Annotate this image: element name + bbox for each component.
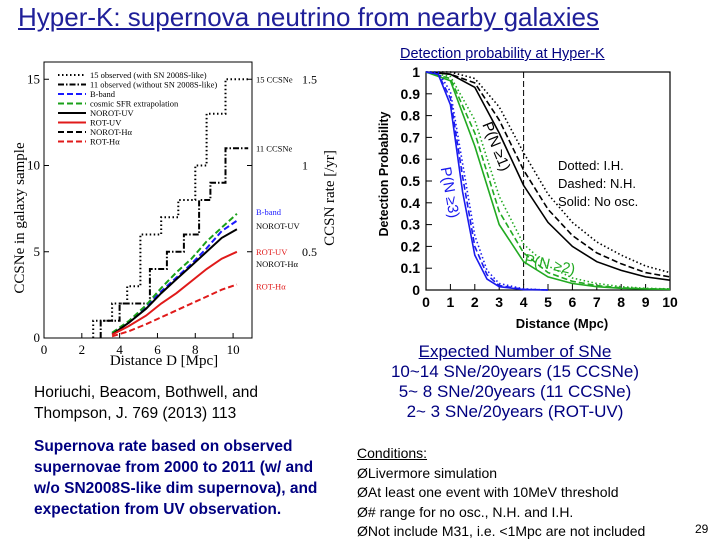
page-number: 29	[695, 522, 709, 536]
left-y2-tick-label: 0.5	[302, 245, 317, 259]
right-y-tick-label: 1	[412, 64, 420, 80]
slide-title: Hyper-K: supernova neutrino from nearby …	[18, 2, 599, 32]
annotation-p2: P(N ≥2)	[523, 251, 577, 278]
left-legend-label: NOROT-Hα	[90, 127, 132, 137]
reference-citation: Horiuchi, Beacom, Bothwell, and Thompson…	[34, 384, 259, 422]
left-y-tick-label: 15	[27, 71, 40, 86]
left-annotation: NOROT-UV	[256, 221, 300, 231]
left-x-tick-label: 0	[41, 342, 48, 357]
ccsne-chart: CCSNe in galaxy sample CCSN rate [/yr] D…	[12, 61, 338, 369]
right-y-tick-label: 0.1	[401, 260, 421, 276]
left-x-tick-label: 2	[79, 342, 86, 357]
bullet-arrow-icon: Ø	[357, 464, 368, 481]
right-y-tick-label: 0.2	[401, 238, 421, 254]
left-legend-label: 11 observed (without SN 2008S-like)	[90, 80, 217, 90]
left-series-line	[92, 78, 249, 338]
left-annotation: NOROT-Hα	[256, 259, 298, 269]
left-y-tick-label: 10	[27, 158, 40, 173]
left-chart-y2label: CCSN rate [/yr]	[322, 150, 338, 246]
right-x-tick-label: 10	[662, 294, 678, 310]
right-y-tick-label: 0.5	[401, 173, 421, 189]
left-legend-label: 15 observed (with SN 2008S-like)	[90, 70, 207, 80]
expected-number-block: Expected Number of SNe 10~14 SNe/20years…	[360, 342, 670, 422]
probability-curve	[425, 71, 549, 291]
annotation-p1: P(N ≥1)	[478, 119, 513, 173]
probability-curve	[426, 71, 549, 291]
right-x-tick-label: 2	[471, 294, 479, 310]
right-y-tick-label: 0.7	[401, 129, 421, 145]
condition-item: ØLivermore simulation	[357, 464, 498, 481]
right-x-tick-label: 4	[520, 294, 528, 310]
left-plot-frame	[43, 61, 253, 339]
right-x-tick-label: 5	[544, 294, 552, 310]
right-y-tick-label: 0	[412, 282, 420, 298]
legend-text-dotted: Dotted: I.H.	[558, 158, 624, 173]
probability-curve	[425, 71, 671, 290]
legend-text-dashed: Dashed: N.H.	[558, 176, 636, 191]
bullet-arrow-icon: Ø	[357, 484, 368, 500]
condition-item: ØAt least one event with 10MeV threshold	[357, 484, 619, 500]
left-x-tick-label: 6	[154, 342, 161, 357]
annotation-p3: P(N ≥3)	[437, 166, 463, 220]
left-x-tick-label: 8	[192, 342, 199, 357]
left-annotation: 15 CCSNe	[256, 74, 293, 84]
left-series-line	[111, 213, 238, 334]
right-x-tick-label: 7	[593, 294, 601, 310]
probability-curve	[425, 71, 671, 281]
right-x-tick-label: 8	[617, 294, 625, 310]
condition-item: Ø# range for no osc., N.H. and I.H.	[357, 503, 574, 520]
right-y-tick-label: 0.6	[401, 151, 421, 167]
left-annotation: 11 CCSNe	[256, 143, 293, 153]
left-annotation: B-band	[256, 207, 282, 217]
probability-curve	[425, 71, 671, 290]
right-x-tick-label: 1	[447, 294, 455, 310]
bullet-arrow-icon: Ø	[357, 503, 368, 520]
left-series-line	[111, 283, 238, 338]
left-y-tick-label: 5	[34, 244, 41, 259]
probability-curve	[425, 71, 671, 278]
right-chart-xlabel: Distance (Mpc)	[516, 316, 608, 331]
left-chart-xlabel: Distance D [Mpc]	[110, 353, 218, 369]
conditions-heading: Conditions:	[357, 445, 428, 461]
left-series-line	[99, 147, 249, 338]
detection-caption: Detection probability at Hyper-K	[400, 46, 605, 62]
left-legend-label: ROT-Hα	[90, 137, 120, 147]
expected-line: 5~ 8 SNe/20years (11 CCSNe)	[398, 382, 632, 401]
rate-description: Supernova rate based on observed superno…	[34, 438, 318, 518]
right-x-tick-label: 3	[495, 294, 503, 310]
left-annotation: ROT-UV	[256, 247, 288, 257]
left-x-tick-label: 10	[227, 342, 240, 357]
expected-line: 10~14 SNe/20years (15 CCSNe)	[390, 362, 640, 381]
left-y-tick-label: 0	[34, 330, 41, 345]
left-annotation: ROT-Hα	[256, 281, 286, 291]
condition-item: ØNot include M31, i.e. <1Mpc are not inc…	[357, 523, 646, 539]
right-y-tick-label: 0.4	[401, 195, 421, 211]
right-y-tick-label: 0.9	[401, 86, 421, 102]
right-chart-ylabel: Detection Probability	[377, 111, 391, 236]
left-series-line	[111, 228, 238, 336]
conditions-list: Conditions: ØLivermore simulation ØAt le…	[357, 444, 702, 542]
left-legend-label: NOROT-UV	[90, 108, 134, 118]
expected-heading: Expected Number of SNe	[418, 342, 612, 361]
right-x-tick-label: 9	[642, 294, 650, 310]
left-series-line	[111, 250, 238, 336]
right-y-tick-label: 0.8	[401, 108, 421, 124]
right-x-tick-label: 6	[569, 294, 577, 310]
bullet-arrow-icon: Ø	[357, 523, 368, 539]
left-y2-tick-label: 1.5	[302, 72, 317, 86]
legend-text-solid: Solid: No osc.	[558, 194, 638, 209]
left-legend-label: B-band	[90, 89, 116, 99]
right-x-tick-label: 0	[422, 294, 430, 310]
right-y-tick-label: 0.3	[401, 217, 421, 233]
left-legend-label: cosmic SFR extrapolation	[90, 99, 179, 109]
left-series-line	[111, 219, 238, 334]
probability-curve	[426, 71, 671, 274]
left-x-tick-label: 4	[116, 342, 123, 357]
expected-line: 2~ 3 SNe/20years (ROT-UV)	[406, 402, 624, 421]
left-chart-ylabel: CCSNe in galaxy sample	[12, 142, 28, 294]
left-legend-label: ROT-UV	[90, 118, 122, 128]
left-y2-tick-label: 1	[302, 159, 308, 173]
